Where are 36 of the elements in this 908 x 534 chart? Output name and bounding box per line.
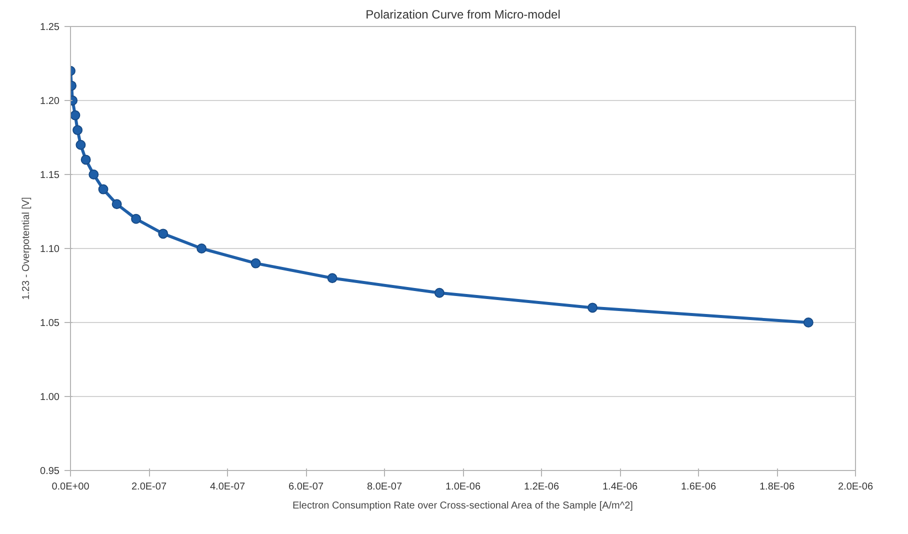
point — [88, 170, 99, 180]
point — [588, 302, 598, 313]
y-tick-label: 1.15 — [40, 170, 60, 181]
x-tick-label: 2.0E-06 — [838, 482, 874, 492]
x-tick-label: 1.2E-06 — [524, 482, 560, 492]
x-tick-label: 2.0E-07 — [131, 482, 167, 492]
y-tick-label: 1.25 — [40, 22, 60, 33]
y-tick-label: 1.20 — [40, 96, 60, 107]
y-tick-label: 1.05 — [40, 318, 60, 329]
x-axis-title: Electron Consumption Rate over Cross-sectional Area of the Sample [A/m^2] — [292, 500, 634, 512]
x-tick-label: 1.4E-06 — [602, 482, 638, 492]
point — [327, 273, 338, 284]
point — [80, 154, 91, 165]
point — [131, 214, 142, 224]
point — [250, 258, 261, 268]
point — [98, 184, 108, 194]
point — [70, 110, 80, 120]
x-tick-label: 0.0E+00 — [52, 482, 90, 492]
point — [196, 244, 207, 254]
chart-title: Polarization Curve from Micro-model — [366, 8, 560, 22]
point — [434, 288, 444, 298]
point — [72, 125, 83, 136]
point — [158, 228, 168, 239]
x-tick-label: 1.0E-06 — [445, 482, 481, 492]
y-tick-label: 1.00 — [40, 392, 60, 403]
point — [803, 318, 814, 328]
y-tick-label: 1.10 — [40, 244, 60, 255]
point — [112, 199, 122, 210]
x-tick-label: 1.8E-06 — [759, 482, 795, 492]
x-tick-label: 8.0E-07 — [366, 482, 402, 492]
x-tick-label: 1.6E-06 — [680, 482, 716, 492]
y-tick-label: 0.95 — [40, 466, 60, 477]
point — [76, 140, 86, 150]
x-tick-label: 6.0E-07 — [288, 482, 324, 492]
x-tick-label: 4.0E-07 — [210, 482, 246, 492]
y-axis-title: 1.23 - Overpotential [V] — [21, 196, 32, 300]
